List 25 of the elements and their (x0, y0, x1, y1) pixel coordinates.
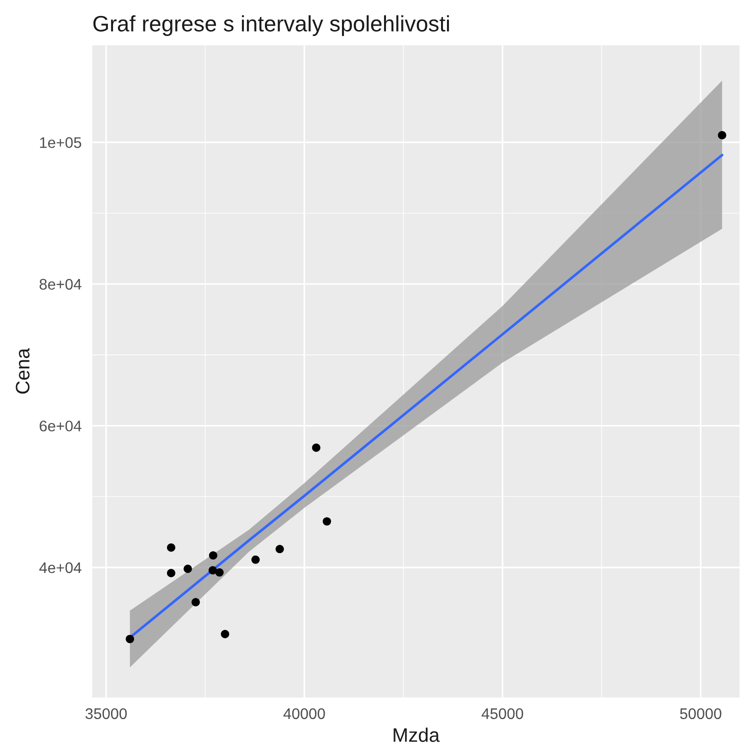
point (312, 444, 320, 452)
x-axis-title: Mzda (394, 728, 440, 742)
x-tick-label: 40000 (283, 708, 325, 720)
y-tick-label: 1e+05 (40, 137, 82, 148)
point (322, 517, 332, 526)
point (184, 564, 192, 574)
point (251, 555, 260, 564)
y-tick-label: 4e+04 (39, 562, 82, 574)
point (208, 551, 218, 560)
point (166, 543, 176, 552)
x-tick-label: 50000 (680, 708, 722, 720)
point (220, 630, 230, 638)
chart-title: Graf regrese s intervaly spolehlivosti (93, 15, 449, 36)
point (126, 634, 134, 644)
x-tick-label: 35000 (85, 708, 127, 720)
point (208, 566, 217, 574)
y-tick-label: 6e+04 (40, 420, 82, 432)
point (166, 568, 176, 578)
y-tick-label: 8e+04 (40, 278, 82, 290)
point (192, 598, 200, 606)
point (215, 568, 224, 577)
y-axis-title: Cena (16, 348, 30, 394)
point (718, 131, 726, 140)
point (276, 544, 284, 554)
x-tick-label: 45000 (482, 708, 524, 720)
